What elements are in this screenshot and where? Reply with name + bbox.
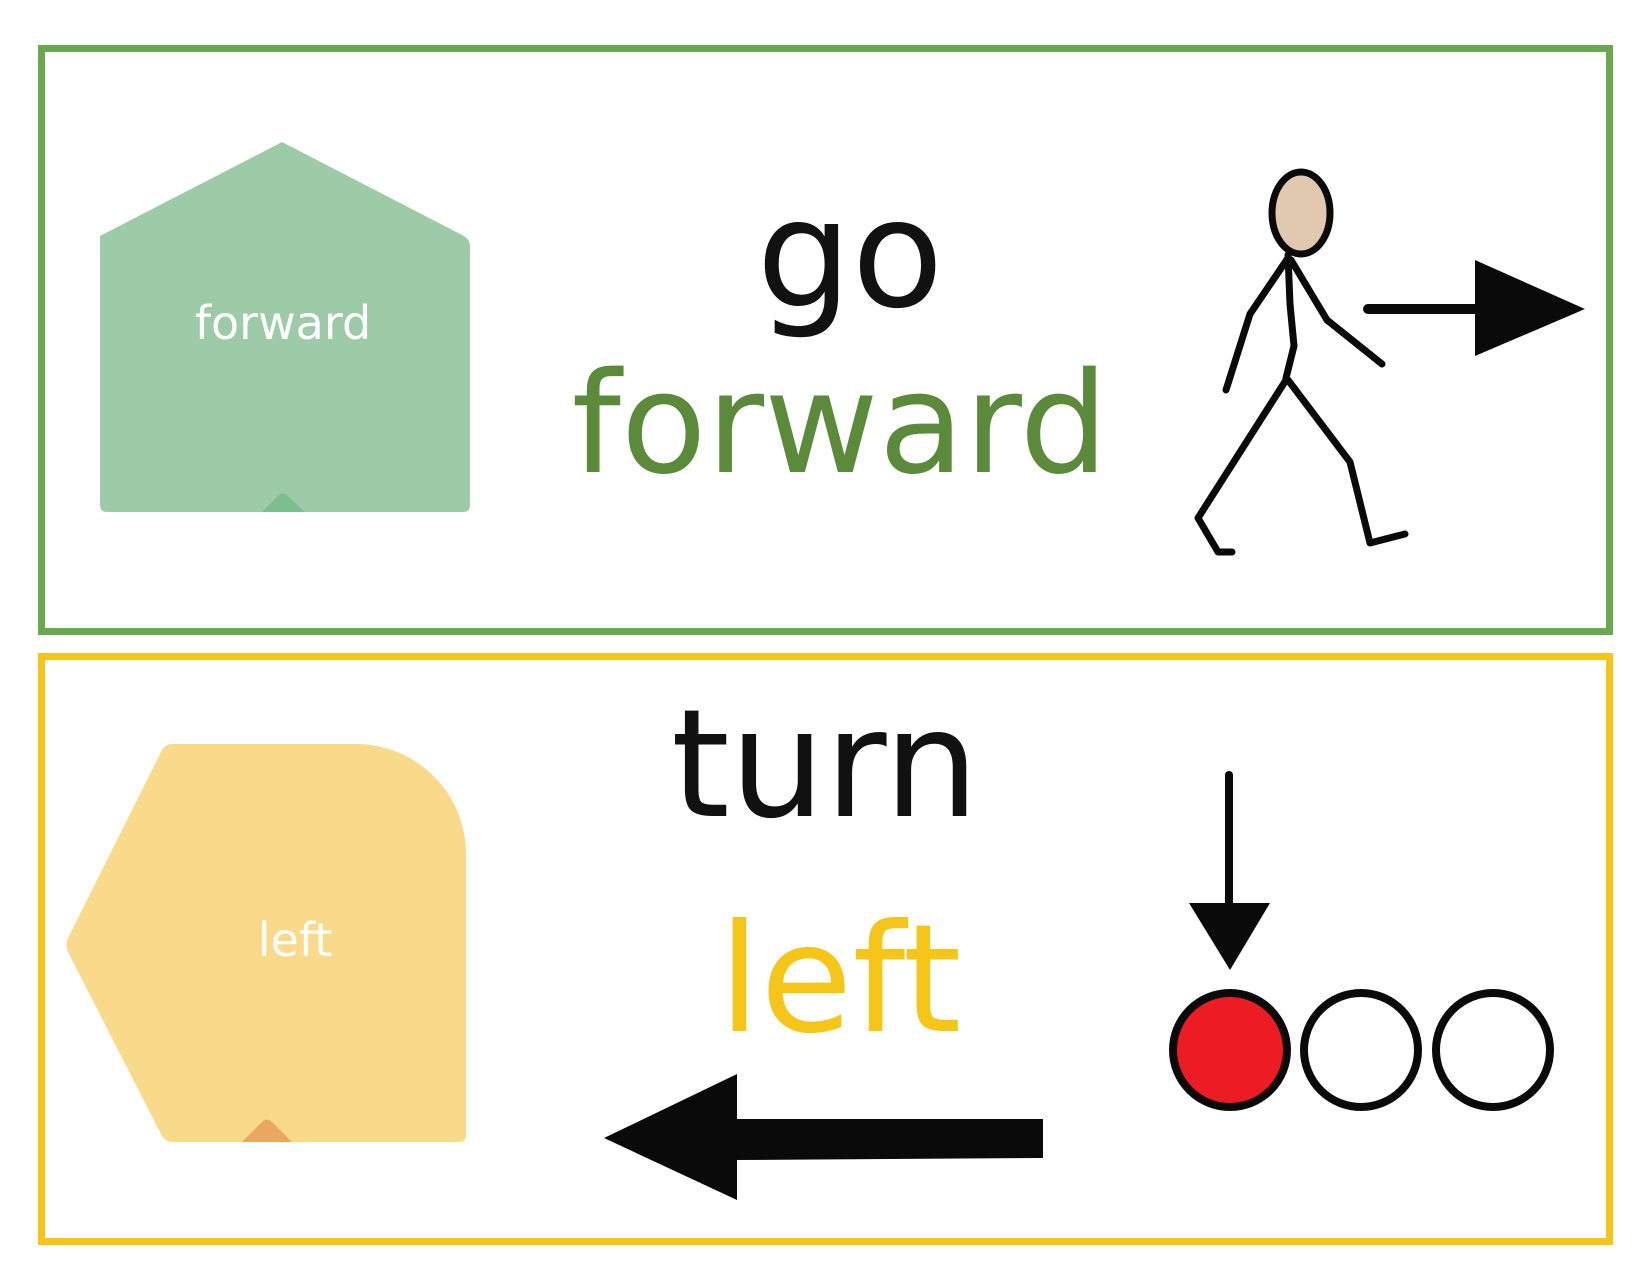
verb-go: go xyxy=(756,168,944,342)
forward-block-label: forward xyxy=(194,296,372,350)
left-block-label: left xyxy=(257,913,333,967)
direction-left: left xyxy=(718,893,962,1067)
direction-forward: forward xyxy=(571,343,1109,506)
verb-turn: turn xyxy=(671,678,979,852)
